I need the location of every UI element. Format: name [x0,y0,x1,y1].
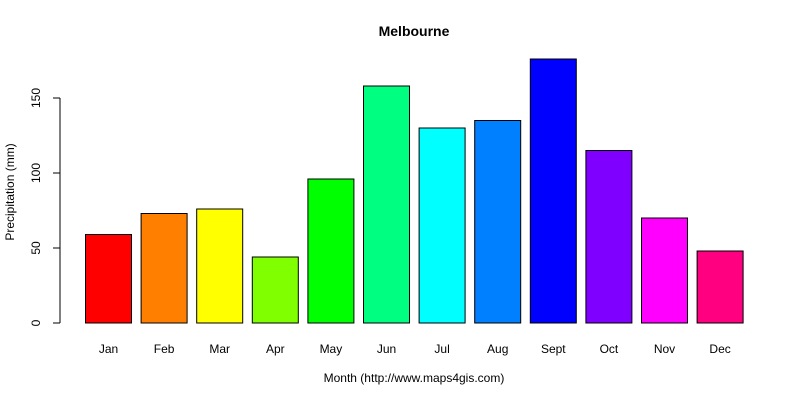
x-tick-label: Dec [709,342,730,356]
x-tick-label: Aug [487,342,508,356]
x-tick-label: Nov [654,342,675,356]
bar-apr [251,256,299,324]
bar-sept [529,58,577,324]
x-tick-label: Jul [434,342,449,356]
bar-jan [85,234,132,324]
bar-oct [585,150,633,324]
y-tick-label: 150 [29,88,43,108]
x-axis-label: Month (http://www.maps4gis.com) [324,371,505,385]
y-tick-label: 100 [29,163,43,183]
x-tick-label: May [320,342,343,356]
bar-mar [196,208,244,324]
bar-jun [363,85,410,324]
x-tick-label: Mar [209,342,230,356]
x-tick-label: Apr [266,342,285,356]
y-axis: 0 50 100 150 [29,88,61,326]
bar-jul [418,127,466,324]
bar-aug [474,120,522,324]
bars [85,58,744,324]
x-tick-label: Jan [99,342,118,356]
chart-title: Melbourne [379,23,450,39]
x-axis-tick-labels: Jan Feb Mar Apr May Jun Jul Aug Sept Oct Nov Dec [99,342,731,356]
y-tick-label: 50 [29,241,43,255]
x-tick-label: Sept [541,342,566,356]
x-tick-label: Jun [377,342,396,356]
y-axis-ticks: 0 50 100 150 [29,88,60,326]
bar-may [307,178,355,324]
y-tick-label: 0 [29,319,43,326]
bar-feb [140,213,188,324]
x-tick-label: Oct [600,342,619,356]
bar-dec [696,250,744,324]
y-axis-label: Precipitation (mm) [3,143,17,240]
x-tick-label: Feb [154,342,175,356]
bar-nov [641,217,688,324]
